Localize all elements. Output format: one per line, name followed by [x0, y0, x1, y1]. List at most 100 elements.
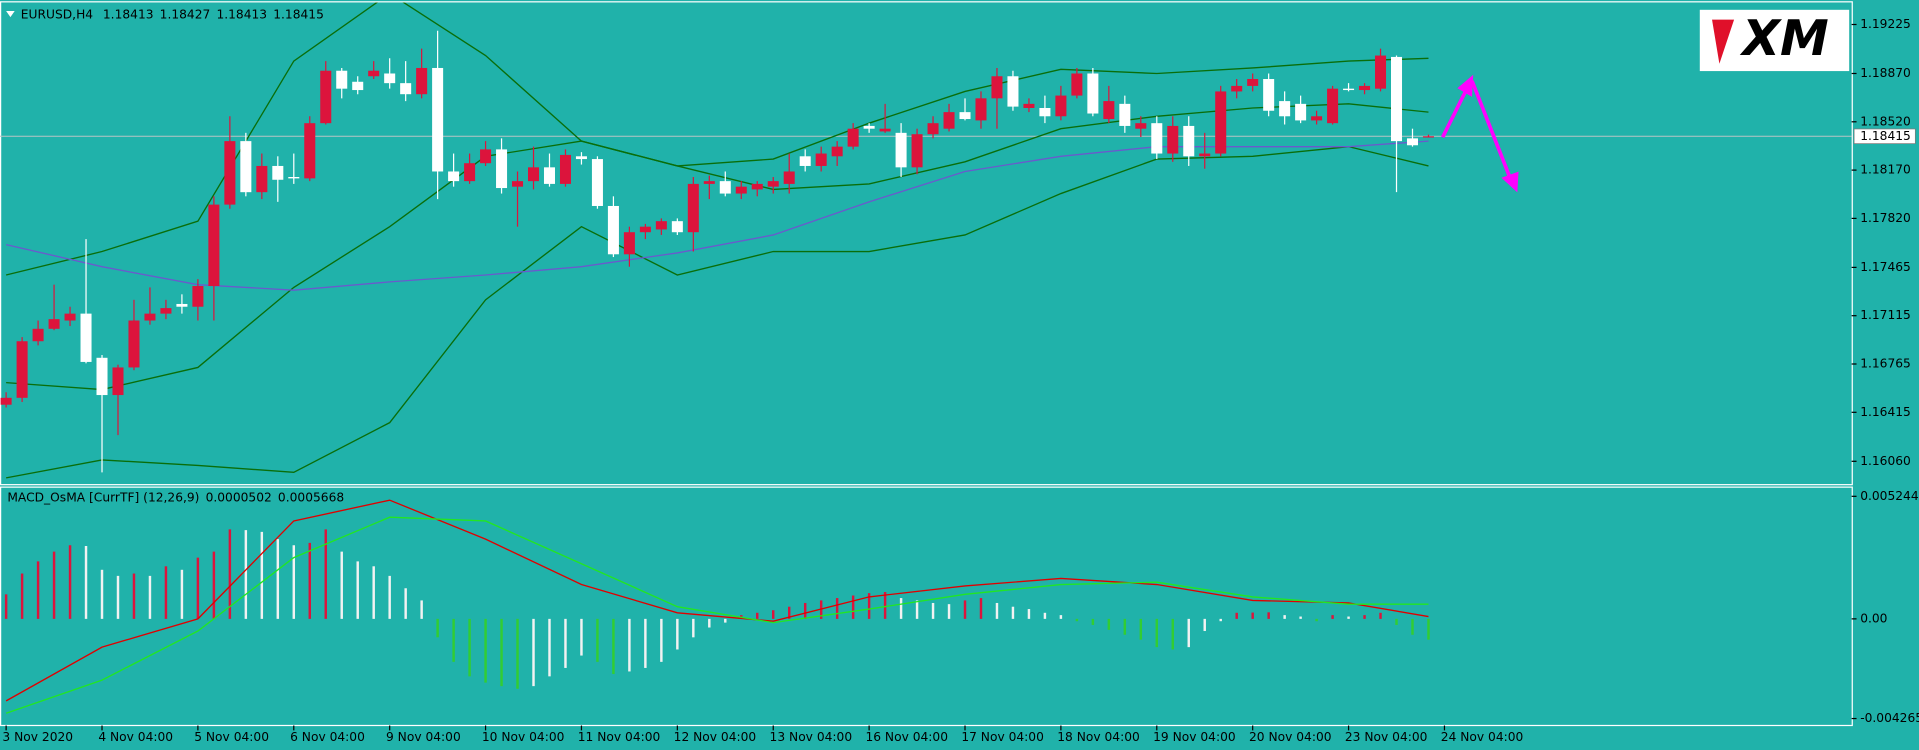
candle-body	[959, 112, 971, 120]
open-readout: 1.18413	[103, 7, 154, 21]
x-tick-label: 10 Nov 04:00	[482, 730, 565, 744]
candle-body	[591, 159, 603, 206]
candle-body	[1183, 125, 1195, 157]
osma-readout: 0.0000502	[206, 490, 272, 504]
candle-body	[815, 153, 827, 166]
high-readout: 1.18427	[160, 7, 211, 21]
candle-body	[767, 181, 779, 187]
x-tick-label: 3 Nov 2020	[2, 730, 73, 744]
candle-body	[1247, 79, 1259, 86]
candle-body	[1375, 55, 1387, 89]
candle-body	[575, 156, 587, 160]
candle-body	[719, 181, 731, 194]
forecast-arrows	[1440, 74, 1519, 193]
candle-body	[831, 146, 843, 157]
candle-body	[528, 167, 540, 182]
candle-body	[1311, 116, 1323, 121]
candle-body	[1167, 125, 1179, 154]
candle-body	[639, 226, 651, 233]
candle-body	[783, 171, 795, 184]
arrow-down-head	[1501, 171, 1519, 193]
candle-body	[703, 181, 715, 184]
candle-body	[32, 328, 44, 342]
candle-body	[1151, 123, 1163, 154]
x-tick-label: 13 Nov 04:00	[770, 730, 853, 744]
candle-body	[64, 313, 76, 321]
x-tick-label: 6 Nov 04:00	[290, 730, 365, 744]
axes: 1.19225 1.18870 1.18520 1.18170 1.17820 1.174…	[2, 17, 1919, 744]
candle-body	[607, 205, 619, 255]
candle-body	[112, 367, 124, 396]
candle-body	[1087, 73, 1099, 114]
candle-body	[80, 313, 92, 362]
menu-triangle[interactable]	[6, 11, 15, 18]
candle-body	[895, 132, 907, 168]
candle-body	[687, 183, 699, 233]
candle-body	[320, 70, 332, 124]
y-tick-label: 1.16060	[1860, 454, 1911, 468]
candle-body	[400, 83, 412, 95]
y-tick-label: 0.00	[1860, 611, 1887, 625]
candle-body	[543, 167, 556, 184]
candle-body	[1103, 101, 1115, 120]
candle-body	[879, 128, 891, 132]
candle-body	[1359, 85, 1371, 91]
candle-body	[1023, 103, 1035, 108]
osma-header: MACD_OsMA [CurrTF] (12,26,9) 0.0000502 0.0…	[7, 490, 344, 504]
y-tick-label: 1.17115	[1860, 308, 1911, 322]
macd-line	[5, 516, 1429, 714]
candle-body	[304, 123, 316, 179]
candle-body	[943, 112, 955, 129]
candle-body	[1007, 76, 1019, 107]
osma-title: MACD_OsMA [CurrTF] (12,26,9)	[7, 490, 199, 504]
symbol-header: EURUSD,H4 1.18413 1.18427 1.18413 1.18415	[21, 7, 324, 21]
osma-plot	[4, 499, 1430, 714]
candle-body	[432, 67, 444, 172]
candle-body	[975, 98, 987, 121]
arrow-down	[1470, 80, 1512, 179]
y-tick-label: 1.18170	[1860, 163, 1911, 177]
macd-line	[5, 499, 1429, 702]
x-tick-label: 9 Nov 04:00	[386, 730, 461, 744]
candle-body	[1295, 103, 1307, 121]
y-tick-label: 1.17820	[1860, 211, 1911, 225]
candle-body	[1231, 85, 1243, 92]
candle-body	[496, 149, 508, 189]
candle-body	[480, 149, 492, 164]
candle-body	[224, 141, 236, 205]
candle-body	[991, 76, 1003, 99]
candle-body	[464, 163, 476, 182]
y-tick-label: 1.18520	[1860, 114, 1911, 128]
candle-body	[272, 165, 284, 180]
y-tick-label: 1.16765	[1860, 356, 1911, 370]
candle-body	[623, 232, 635, 255]
candle-body	[416, 67, 428, 95]
candle-body	[0, 397, 12, 405]
x-tick-label: 19 Nov 04:00	[1153, 730, 1236, 744]
x-tick-label: 16 Nov 04:00	[865, 730, 948, 744]
x-tick-label: 17 Nov 04:00	[961, 730, 1044, 744]
candle-body	[559, 154, 571, 184]
candle-body	[1039, 107, 1051, 117]
candle-body	[1071, 73, 1083, 96]
candle-body	[847, 128, 859, 147]
candle-body	[671, 221, 683, 233]
candle-body	[240, 141, 252, 193]
x-tick-label: 23 Nov 04:00	[1345, 730, 1428, 744]
candle-body	[1343, 88, 1355, 91]
candle-body	[96, 357, 108, 396]
candle-body	[384, 73, 396, 84]
arrow-up-head	[1457, 74, 1474, 97]
candle-body	[208, 204, 220, 287]
candle-body	[256, 165, 268, 193]
price-panel-frame	[0, 1, 1853, 486]
candle-body	[1390, 56, 1403, 142]
x-tick-label: 24 Nov 04:00	[1441, 730, 1524, 744]
y-tick-label: 1.17465	[1860, 260, 1911, 274]
candle-body	[176, 303, 188, 307]
y-tick-label: 1.18870	[1860, 66, 1911, 80]
candle-body	[1055, 95, 1067, 117]
